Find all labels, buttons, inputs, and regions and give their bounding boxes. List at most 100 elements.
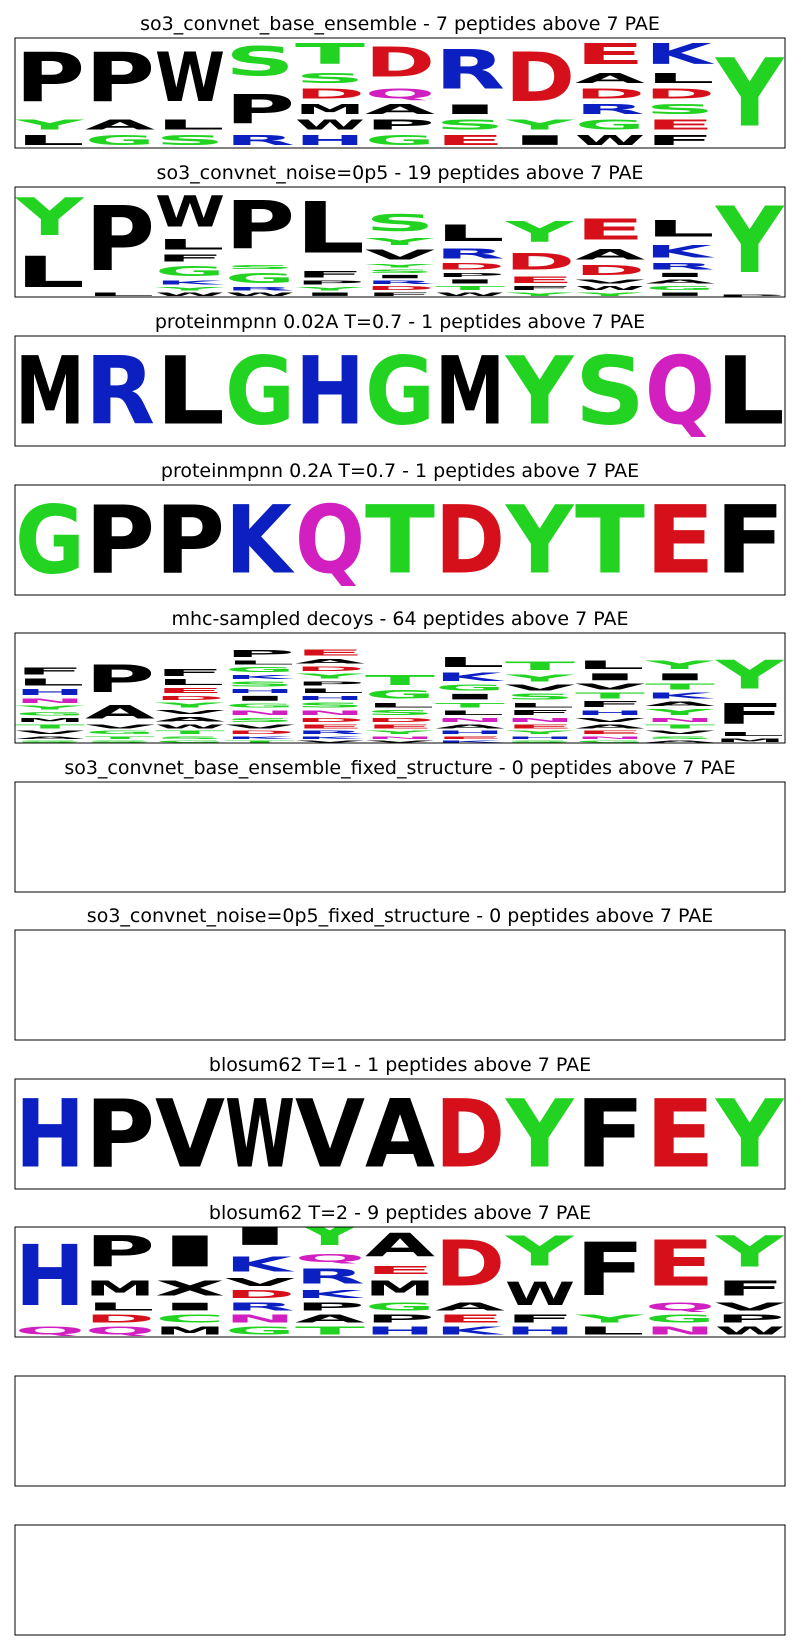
residue-glyph: R — [435, 247, 505, 262]
residue-glyph: T — [575, 691, 646, 700]
residue-glyph: E — [295, 649, 365, 658]
residue-glyph: G — [225, 666, 295, 674]
residue-glyph: M — [85, 1277, 155, 1301]
residue-glyph: M — [365, 1277, 435, 1301]
residue-glyph: L — [505, 701, 575, 709]
residue-glyph: E — [645, 1080, 715, 1189]
panel-frame — [14, 484, 786, 596]
residue-glyph: V — [715, 1301, 785, 1313]
logo-panel — [14, 1524, 786, 1636]
logo-panel: mhc-sampled decoys - 64 peptides above 7… — [14, 608, 786, 744]
residue-glyph: P — [715, 294, 785, 297]
panel-frame — [14, 335, 786, 447]
residue-glyph: T — [225, 740, 296, 743]
residue-glyph: W — [715, 1325, 785, 1337]
residue-glyph: G — [435, 684, 505, 693]
residue-glyph: H — [15, 1079, 85, 1189]
residue-glyph: V — [85, 723, 156, 730]
residue-glyph: L — [715, 337, 785, 446]
residue-glyph: E — [645, 1228, 715, 1301]
residue-glyph: F — [505, 709, 575, 717]
residue-glyph: H — [435, 730, 505, 735]
residue-glyph: N — [225, 709, 295, 717]
residue-glyph: L — [155, 337, 225, 446]
residue-glyph: Y — [715, 652, 785, 698]
residue-glyph: R — [295, 1264, 365, 1288]
residue-glyph: Y — [575, 292, 646, 297]
residue-glyph: V — [15, 730, 86, 735]
residue-glyph: A — [435, 1301, 505, 1313]
panel-title: so3_convnet_base_ensemble_fixed_structur… — [64, 757, 735, 779]
residue-glyph: D — [295, 87, 365, 102]
residue-glyph: T — [295, 1325, 365, 1337]
residue-glyph: K — [645, 242, 716, 262]
residue-glyph: T — [645, 683, 716, 692]
residue-glyph: Q — [645, 336, 715, 446]
residue-glyph: I — [155, 1301, 225, 1313]
logo-panel: so3_convnet_base_ensemble - 7 peptides a… — [14, 13, 786, 149]
residue-glyph: H — [15, 688, 85, 697]
residue-glyph: W — [575, 285, 645, 292]
residue-glyph: M — [715, 738, 785, 743]
residue-glyph: R — [435, 38, 505, 102]
residue-glyph: E — [575, 730, 645, 735]
residue-glyph: L — [15, 677, 85, 688]
residue-glyph: Y — [365, 730, 436, 735]
residue-glyph: Y — [155, 286, 226, 291]
residue-glyph: A — [365, 1227, 436, 1264]
residue-glyph: E — [365, 723, 435, 730]
residue-glyph: F — [155, 667, 225, 678]
residue-glyph: S — [365, 209, 435, 237]
residue-glyph: G — [225, 1325, 295, 1337]
residue-glyph: T — [505, 660, 575, 673]
residue-glyph: Y — [505, 337, 575, 446]
residue-glyph: X — [155, 1277, 225, 1301]
residue-glyph: I — [435, 278, 505, 285]
residue-glyph: L — [155, 237, 225, 253]
panel-frame — [14, 1226, 786, 1338]
residue-glyph: D — [575, 263, 645, 278]
logo-panel: proteinmpnn 0.02A T=0.7 - 1 peptides abo… — [14, 311, 786, 447]
logo-glyphs: LYPGAPSLWRPSHWMDSTGPAQDESIRIYDWGRDAEFESD… — [15, 38, 785, 148]
residue-glyph: P — [85, 486, 155, 595]
residue-glyph: G — [155, 264, 225, 279]
residue-glyph: N — [225, 1313, 295, 1325]
residue-glyph: F — [575, 1080, 645, 1189]
residue-glyph: H — [575, 709, 645, 717]
residue-glyph: P — [85, 187, 155, 291]
residue-glyph: Y — [365, 263, 436, 268]
residue-glyph: H — [295, 695, 365, 702]
residue-glyph: M — [15, 336, 85, 446]
residue-glyph: K — [645, 691, 715, 700]
residue-glyph: S — [225, 717, 295, 724]
residue-glyph: E — [435, 735, 505, 739]
residue-glyph: W — [155, 723, 225, 730]
residue-glyph: I — [225, 695, 295, 703]
residue-glyph: D — [365, 717, 435, 724]
residue-glyph: S — [505, 740, 575, 743]
residue-glyph: F — [365, 292, 435, 297]
residue-glyph: D — [365, 285, 435, 292]
logo-glyphs: LYLPWYKGFLWWRGSPIYPFLFDRISYVYSWTIPDRLYFE… — [15, 187, 785, 297]
residue-glyph: P — [435, 272, 505, 279]
residue-glyph: F — [715, 1277, 785, 1301]
residue-glyph: H — [295, 336, 365, 446]
residue-glyph: W — [295, 117, 365, 133]
residue-glyph: P — [365, 1313, 435, 1325]
residue-glyph: V — [575, 278, 646, 285]
residue-glyph: Y — [295, 673, 366, 681]
residue-glyph: D — [435, 486, 505, 595]
residue-glyph: R — [645, 262, 715, 272]
residue-glyph: I — [645, 672, 715, 683]
residue-glyph: R — [225, 286, 295, 291]
residue-glyph: F — [15, 666, 85, 677]
residue-glyph: H — [365, 1325, 435, 1337]
residue-glyph: L — [155, 117, 225, 132]
residue-glyph: L — [435, 220, 505, 246]
residue-glyph: P — [295, 1301, 365, 1313]
residue-glyph: A — [645, 278, 716, 285]
residue-glyph: D — [155, 695, 225, 702]
residue-glyph: Y — [575, 1313, 645, 1325]
residue-glyph: L — [575, 1325, 645, 1337]
